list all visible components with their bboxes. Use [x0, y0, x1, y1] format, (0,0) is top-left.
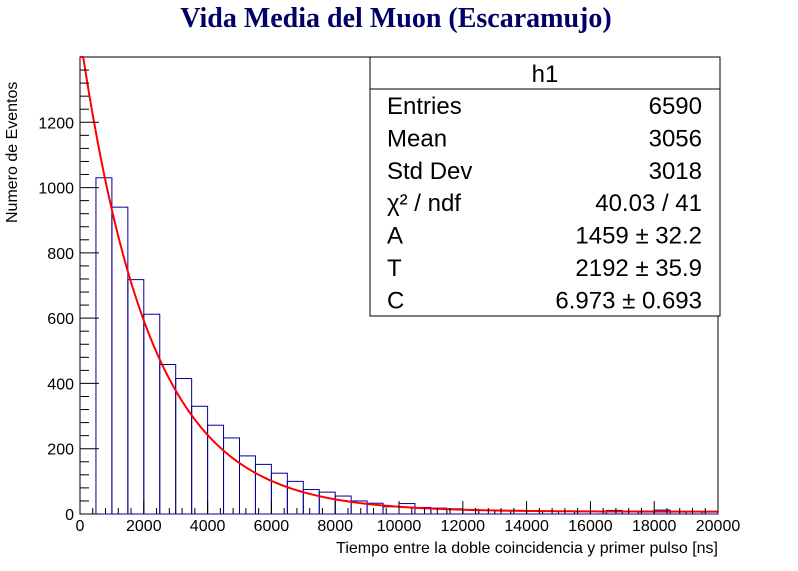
histogram-bin [254, 463, 272, 515]
histogram-bin [398, 503, 416, 515]
x-tick-label: 12000 [441, 518, 486, 535]
x-tick-label: 18000 [632, 518, 677, 535]
stats-row-value: 6590 [649, 93, 702, 120]
histogram-bin [318, 491, 336, 515]
histogram-bin [143, 313, 161, 515]
y-tick-label: 200 [47, 442, 74, 459]
stats-box: h1 Entries 6590 Mean 3056 Std Dev 3018 χ² / nd… [369, 56, 721, 317]
x-axis-label: Tiempo entre la doble coincidencia y pri… [336, 540, 718, 557]
stats-rows: Entries 6590 Mean 3056 Std Dev 3018 χ² / ndf 40… [387, 93, 702, 314]
x-tick-label: 0 [76, 518, 85, 535]
stats-row-label: χ² / ndf [387, 190, 461, 217]
histogram-bin [175, 378, 193, 515]
stats-box-title: h1 [532, 61, 559, 88]
stats-row-value: 3018 [649, 158, 702, 185]
stats-row-label: Mean [387, 125, 447, 152]
stats-row-label: Std Dev [387, 158, 472, 185]
y-tick-label: 0 [65, 507, 74, 524]
stats-row-label: A [387, 223, 403, 250]
x-tick-label: 8000 [317, 518, 353, 535]
x-tick-label: 14000 [504, 518, 549, 535]
x-axis: 0 2000 4000 6000 8000 10000 12000 14000 16000 180… [76, 501, 741, 535]
y-tick-label: 400 [47, 376, 74, 393]
x-tick-label: 6000 [254, 518, 290, 535]
stats-box-frame [369, 56, 721, 317]
x-tick-label: 10000 [377, 518, 422, 535]
stats-row-value: 3056 [649, 125, 702, 152]
histogram-bin [223, 437, 241, 515]
x-tick-label: 4000 [190, 518, 226, 535]
stats-row-label: C [387, 287, 404, 314]
y-tick-label: 1000 [38, 181, 74, 198]
histogram-bin [191, 405, 209, 515]
x-tick-label: 2000 [126, 518, 162, 535]
histogram-bin [286, 480, 304, 515]
y-axis: 0 200 400 600 800 1000 1200 [38, 69, 99, 524]
stats-row-label: Entries [387, 93, 462, 120]
stats-row-value: 40.03 / 41 [595, 190, 702, 217]
stats-row-value: 6.973 ± 0.693 [555, 287, 702, 314]
x-tick-label: 20000 [696, 518, 741, 535]
y-tick-label: 800 [47, 246, 74, 263]
histogram-bin [382, 506, 400, 515]
stats-row-label: T [387, 255, 402, 282]
histogram-layer [95, 177, 719, 515]
stats-row-value: 1459 ± 32.2 [575, 223, 702, 250]
histogram-bin [111, 206, 129, 515]
y-tick-label: 600 [47, 311, 74, 328]
histogram-bin [95, 177, 113, 515]
stats-row-value: 2192 ± 35.9 [575, 255, 702, 282]
x-tick-label: 16000 [568, 518, 613, 535]
histogram-bin [334, 495, 352, 515]
histogram-bin [270, 472, 288, 515]
y-axis-label: Numero de Eventos [4, 82, 21, 223]
y-tick-label: 1200 [38, 115, 74, 132]
chart-title: Vida Media del Muon (Escaramujo) [180, 3, 611, 34]
